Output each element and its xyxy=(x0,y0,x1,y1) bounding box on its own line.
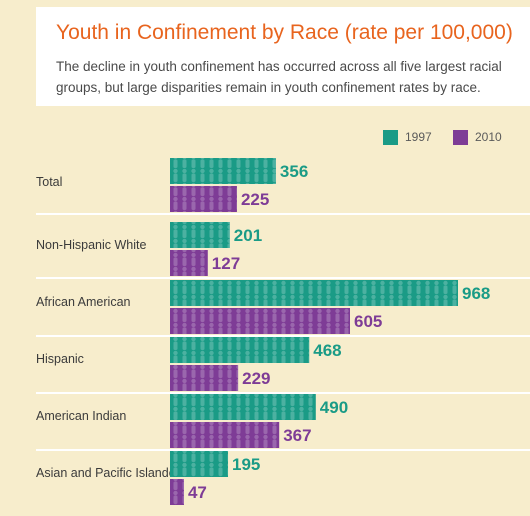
data-label-2010-1: 127 xyxy=(212,254,240,273)
legend-swatch-2010 xyxy=(453,130,468,145)
data-label-2010-2: 605 xyxy=(354,312,382,331)
bar-figure-pattern xyxy=(170,451,229,477)
divider xyxy=(36,449,530,451)
category-label-african-american: African American xyxy=(36,295,131,309)
divider xyxy=(36,277,530,279)
bar-figure-pattern xyxy=(170,479,184,505)
chart-title: Youth in Confinement by Race (rate per 1… xyxy=(56,21,513,44)
bar-figure-pattern xyxy=(170,250,208,276)
data-label-2010-5: 47 xyxy=(188,483,207,502)
bar-figure-pattern xyxy=(170,422,280,448)
bar-figure-pattern xyxy=(170,308,350,334)
data-label-2010-3: 229 xyxy=(242,369,270,388)
legend-label-1997: 1997 xyxy=(405,130,432,144)
bar-figure-pattern xyxy=(170,337,310,363)
category-label-hispanic: Hispanic xyxy=(36,352,84,366)
data-label-2010-0: 225 xyxy=(241,190,269,209)
data-label-1997-0: 356 xyxy=(280,162,308,181)
category-label-total: Total xyxy=(36,175,63,189)
data-label-1997-4: 490 xyxy=(320,398,348,417)
divider xyxy=(36,392,530,394)
bar-figure-pattern xyxy=(170,186,237,212)
legend-label-2010: 2010 xyxy=(475,130,502,144)
data-label-1997-3: 468 xyxy=(313,341,341,360)
data-label-2010-4: 367 xyxy=(283,426,311,445)
bar-figure-pattern xyxy=(170,365,239,391)
bar-figure-pattern xyxy=(170,158,276,184)
bar-figure-pattern xyxy=(170,222,230,248)
chart-header: Youth in Confinement by Race (rate per 1… xyxy=(36,7,530,106)
divider xyxy=(36,335,530,337)
chart-subtitle: The decline in youth confinement has occ… xyxy=(56,59,502,95)
legend-swatch-1997 xyxy=(383,130,398,145)
bar-figure-pattern xyxy=(170,280,458,306)
category-label-non-hispanic-white: Non-Hispanic White xyxy=(36,238,147,252)
data-label-1997-2: 968 xyxy=(462,284,490,303)
bar-figure-pattern xyxy=(170,394,316,420)
data-label-1997-1: 201 xyxy=(234,226,262,245)
category-label-asian-pacific-islander: Asian and Pacific Islander xyxy=(36,466,180,480)
category-label-american-indian: American Indian xyxy=(36,409,127,423)
data-label-1997-5: 195 xyxy=(232,455,260,474)
divider xyxy=(36,213,530,215)
